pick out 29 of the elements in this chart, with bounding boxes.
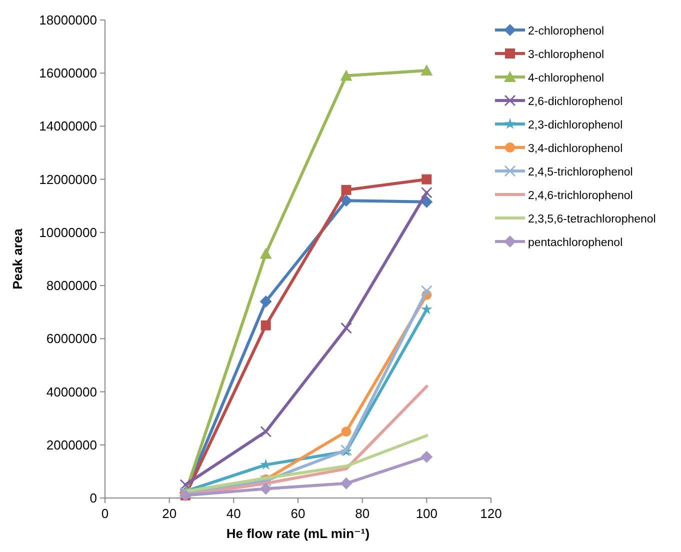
y-tick-label: 14000000: [39, 118, 97, 134]
legend-label: 2,4,5-trichlorophenol: [528, 166, 633, 178]
y-tick-label: 2000000: [46, 437, 97, 452]
legend-label: 2,6-dichlorophenol: [528, 96, 623, 108]
y-tick-label: 18000000: [39, 12, 97, 28]
x-tick-label: 80: [355, 506, 370, 521]
y-tick-label: 4000000: [46, 384, 97, 400]
y-tick-label: 0: [90, 490, 97, 506]
x-tick-label: 0: [101, 506, 109, 521]
legend-label: 2,3-dichlorophenol: [528, 120, 623, 132]
x-tick-label: 100: [416, 506, 438, 521]
x-tick-label: 40: [226, 506, 241, 521]
x-tick-label: 60: [290, 506, 306, 521]
y-tick-label: 12000000: [39, 172, 97, 187]
legend-label: 4-chlorophenol: [528, 72, 604, 84]
legend-label: 2,4,6-trichlorophenol: [528, 190, 633, 202]
x-axis-title: He flow rate (mL min⁻¹): [226, 526, 370, 541]
legend-label: 2-chlorophenol: [528, 26, 604, 38]
y-tick-label: 8000000: [46, 278, 97, 294]
y-tick-label: 6000000: [46, 331, 97, 346]
y-axis-title: Peak area: [10, 228, 25, 290]
y-tick-label: 16000000: [39, 66, 97, 81]
y-tick-label: 10000000: [39, 224, 97, 240]
legend-label: pentachlorophenol: [528, 237, 623, 249]
x-tick-label: 120: [480, 506, 502, 521]
legend-label: 3,4-dichlorophenol: [528, 143, 623, 155]
legend-label: 2,3,5,6-tetrachlorophenol: [528, 214, 656, 226]
legend-label: 3-chlorophenol: [528, 49, 604, 61]
x-tick-label: 20: [162, 506, 177, 521]
